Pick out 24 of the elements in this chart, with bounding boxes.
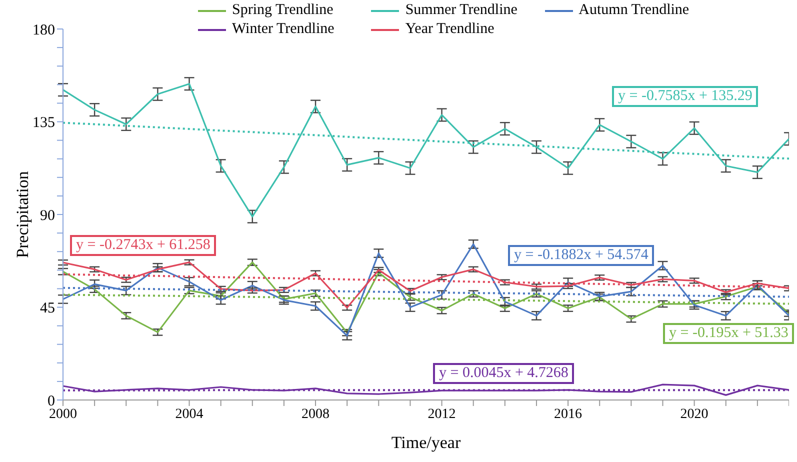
line-series (62, 83, 789, 218)
x-tick-label: 2020 (680, 406, 708, 422)
y-tick-label: 135 (32, 115, 55, 132)
annotation: y = -0.195x + 51.33 (663, 323, 794, 344)
legend-label: Spring Trendline (232, 2, 334, 19)
y-tick-label: 45 (40, 300, 55, 317)
x-tick-label: 2012 (428, 406, 456, 422)
x-tick-label: 2000 (49, 406, 77, 422)
legend-label: Autumn Trendline (578, 2, 690, 19)
annotation: y = -0.1882x + 54.574 (508, 245, 654, 266)
x-tick-label: 2016 (554, 406, 582, 422)
annotation: y = -0.2743x + 61.258 (70, 235, 216, 256)
annotation: y = 0.0045x + 4.7268 (433, 363, 574, 384)
y-axis-title: Precipitation (13, 170, 32, 258)
legend-label: Winter Trendline (232, 21, 334, 38)
x-axis-title: Time/year (391, 433, 461, 452)
legend-label: Summer Trendline (405, 2, 518, 19)
x-tick-label: 2004 (175, 406, 204, 422)
y-tick-label: 0 (48, 393, 55, 410)
annotation: y = -0.7585x + 135.29 (612, 86, 758, 107)
legend-label: Year Trendline (405, 21, 494, 38)
x-tick-label: 2008 (302, 406, 330, 422)
y-tick-label: 90 (40, 208, 55, 224)
y-tick-label: 180 (32, 22, 55, 38)
